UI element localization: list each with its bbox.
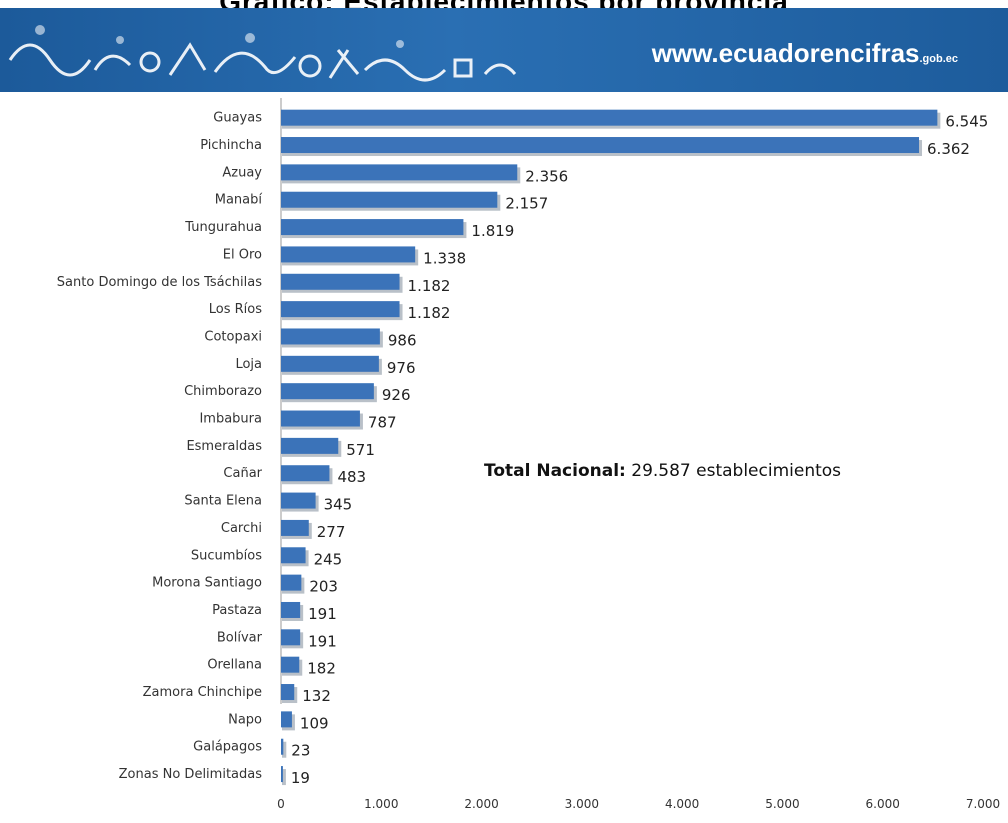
category-label: Esmeraldas — [186, 439, 262, 454]
category-label: Chimborazo — [184, 384, 262, 399]
category-label: Guayas — [213, 111, 262, 126]
category-label: Los Ríos — [209, 302, 262, 317]
bar — [281, 328, 380, 345]
bar — [281, 492, 316, 509]
category-label: Azuay — [222, 165, 262, 180]
category-labels: Guayas Pichincha Azuay Manabí Tungurahua El O… — [57, 111, 263, 782]
x-tick-label: 6.000 — [866, 797, 900, 811]
x-tick-label: 3.000 — [565, 797, 599, 811]
header-banner: Gráfico: Establecimientos por provincia … — [0, 0, 1008, 92]
category-label: Sucumbíos — [191, 548, 262, 563]
value-labels: 6.545 6.362 2.356 2.157 1.819 1.338 1.182 1.182… — [291, 113, 988, 787]
value-label: 182 — [307, 660, 336, 678]
category-label: Tungurahua — [184, 220, 262, 235]
bar-shadow — [282, 741, 287, 758]
bar — [281, 437, 339, 454]
value-label: 245 — [314, 550, 343, 568]
bar — [281, 465, 330, 482]
site-url: www.ecuadorencifras.gob.ec — [651, 38, 958, 68]
category-label: Imbabura — [199, 412, 262, 427]
category-label: Manabí — [215, 193, 263, 208]
total-annotation: Total Nacional: 29.587 establecimientos — [484, 461, 841, 481]
bar — [281, 273, 400, 290]
bar — [281, 164, 518, 181]
bar — [281, 219, 464, 236]
x-tick-label: 5.000 — [765, 797, 799, 811]
value-label: 345 — [324, 496, 353, 514]
bar — [281, 355, 379, 372]
bar — [281, 574, 302, 591]
value-label: 1.338 — [423, 249, 466, 267]
bar — [281, 738, 284, 755]
value-label: 787 — [368, 414, 397, 432]
bar — [281, 766, 283, 783]
value-label: 571 — [346, 441, 375, 459]
value-label: 2.157 — [505, 195, 548, 213]
bar — [281, 519, 309, 536]
page-title: Gráfico: Establecimientos por provincia — [0, 0, 1008, 8]
value-label: 109 — [300, 714, 329, 732]
category-label: Morona Santiago — [152, 576, 262, 591]
bar — [281, 629, 301, 646]
category-label: Santo Domingo de los Tsáchilas — [57, 275, 262, 290]
value-label: 926 — [382, 386, 411, 404]
bar — [281, 711, 292, 728]
category-label: Napo — [228, 712, 262, 727]
value-label: 132 — [302, 687, 331, 705]
bar — [281, 109, 938, 126]
x-tick-label: 2.000 — [464, 797, 498, 811]
bar — [281, 684, 295, 701]
x-tick-label: 0 — [277, 797, 285, 811]
bar — [281, 601, 301, 618]
category-label: Zonas No Delimitadas — [119, 767, 263, 782]
value-label: 19 — [291, 769, 310, 787]
value-label: 2.356 — [525, 167, 568, 185]
bar-shadow — [282, 769, 286, 786]
value-label: 6.362 — [927, 140, 970, 158]
category-label: Santa Elena — [184, 494, 262, 509]
category-label: Orellana — [207, 658, 262, 673]
bar — [281, 137, 920, 154]
category-label: Zamora Chinchipe — [143, 685, 262, 700]
bar — [281, 547, 306, 564]
x-axis-tick-labels: 0 1.000 2.000 3.000 4.000 5.000 6.000 7.000 — [277, 797, 1000, 811]
category-label: Cotopaxi — [204, 329, 262, 344]
value-label: 1.182 — [408, 277, 451, 295]
value-label: 976 — [387, 359, 416, 377]
value-label: 277 — [317, 523, 346, 541]
bar-chart: Guayas Pichincha Azuay Manabí Tungurahua El O… — [57, 98, 1000, 811]
category-label: Carchi — [221, 521, 262, 536]
bar — [281, 246, 416, 263]
bar — [281, 383, 374, 400]
x-tick-label: 1.000 — [364, 797, 398, 811]
value-label: 6.545 — [945, 113, 988, 131]
value-label: 203 — [309, 578, 338, 596]
value-label: 23 — [291, 742, 310, 760]
category-label: Loja — [235, 357, 262, 372]
category-label: Pastaza — [212, 603, 262, 618]
bar — [281, 191, 498, 208]
category-label: Pichincha — [200, 138, 262, 153]
x-tick-label: 4.000 — [665, 797, 699, 811]
bars — [281, 109, 941, 786]
value-label: 1.819 — [471, 222, 514, 240]
category-label: Cañar — [223, 466, 262, 481]
category-label: Bolívar — [217, 630, 263, 645]
category-label: El Oro — [223, 247, 262, 262]
bar — [281, 301, 400, 318]
category-label: Galápagos — [193, 740, 262, 755]
value-label: 191 — [308, 605, 337, 623]
value-label: 1.182 — [408, 304, 451, 322]
bar — [281, 410, 360, 427]
x-tick-label: 7.000 — [966, 797, 1000, 811]
decorative-numbers-graphic — [8, 25, 517, 82]
value-label: 986 — [388, 331, 417, 349]
value-label: 483 — [337, 468, 366, 486]
bar — [281, 656, 300, 673]
value-label: 191 — [308, 632, 337, 650]
